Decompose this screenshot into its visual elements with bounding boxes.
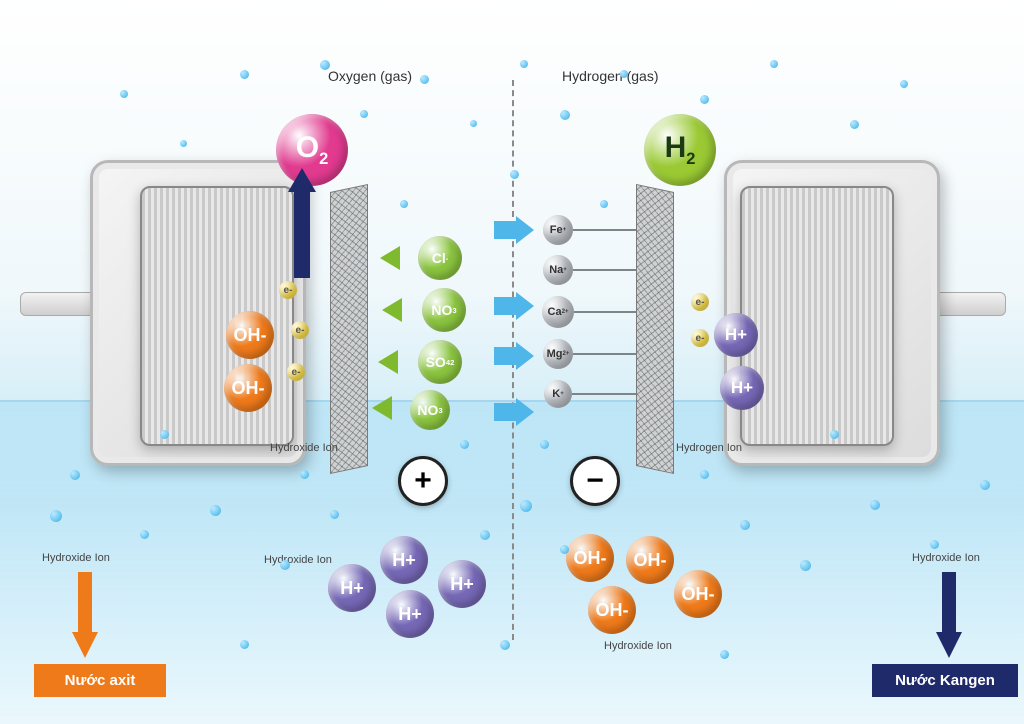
bubble-34 (600, 200, 608, 208)
hydrogen-ion-0: H+ (714, 313, 758, 357)
electron-left-2: e- (287, 363, 305, 381)
hydroxide-ion-1: OH- (224, 364, 272, 412)
label-oxygen-gas: Oxygen (gas) (328, 68, 412, 84)
anion-0: Cl- (418, 236, 462, 280)
cathode-minus: − (570, 456, 620, 506)
h2-ion: H2 (644, 114, 716, 186)
bubble-37 (540, 440, 549, 449)
hydrogen-ion-1: H+ (720, 366, 764, 410)
bubble-20 (480, 530, 490, 540)
bubble-25 (870, 500, 880, 510)
electron-right-1: e- (691, 329, 709, 347)
bottom-ohminus-3: OH- (674, 570, 722, 618)
badge-right: Nước Kangen (872, 664, 1018, 697)
bubble-5 (420, 75, 429, 84)
label-hydroxide-ion-mid-left: Hydroxide Ion (264, 554, 332, 566)
bottom-hplus-3: H+ (438, 560, 486, 608)
bottom-hplus-2: H+ (386, 590, 434, 638)
bubble-1 (180, 140, 187, 147)
label-hydroxide-ion-under-left: Hydroxide Ion (270, 442, 338, 454)
bubble-6 (470, 120, 477, 127)
bubble-3 (320, 60, 330, 70)
bubble-30 (720, 650, 729, 659)
bubble-15 (50, 510, 62, 522)
down-arrow-left (72, 572, 98, 658)
anion-arrow-1 (382, 298, 402, 322)
label-hydroxide-ion-left: Hydroxide Ion (42, 552, 110, 564)
bubble-35 (510, 170, 519, 179)
label-hydroxide-ion-mid-right: Hydroxide Ion (604, 640, 672, 652)
bubble-11 (770, 60, 778, 68)
bubble-24 (800, 560, 811, 571)
label-hydrogen-ion-under-right: Hydrogen Ion (676, 442, 742, 454)
bottom-ohminus-2: OH- (588, 586, 636, 634)
electron-right-0: e- (691, 293, 709, 311)
anion-arrow-3 (372, 396, 392, 420)
anion-2: SO42 (418, 340, 462, 384)
bubble-32 (830, 430, 839, 439)
left-mesh (330, 184, 368, 474)
electron-left-0: e- (279, 281, 297, 299)
bottom-ohminus-0: OH- (566, 534, 614, 582)
cation-connector-1 (573, 269, 636, 271)
up-arrow-left (288, 168, 316, 278)
bottom-hplus-0: H+ (328, 564, 376, 612)
bubble-16 (140, 530, 149, 539)
cation-arrow-1 (494, 294, 534, 318)
bubble-36 (460, 440, 469, 449)
cation-4: K+ (544, 380, 572, 408)
right-electrode-plates (740, 186, 894, 446)
cation-connector-2 (574, 311, 636, 313)
right-mesh (636, 184, 674, 474)
bubble-22 (560, 545, 569, 554)
bubble-12 (850, 120, 859, 129)
down-arrow-right (936, 572, 962, 658)
cation-connector-3 (573, 353, 636, 355)
anion-1: NO3 (422, 288, 466, 332)
bubble-38 (300, 470, 309, 479)
bubble-4 (360, 110, 368, 118)
bottom-ohminus-1: OH- (626, 536, 674, 584)
cation-connector-0 (573, 229, 636, 231)
bubble-29 (500, 640, 510, 650)
bubble-17 (210, 505, 221, 516)
bubble-26 (930, 540, 939, 549)
cation-3: Mg2+ (543, 339, 573, 369)
label-hydroxide-ion-right: Hydroxide Ion (912, 552, 980, 564)
bubble-27 (980, 480, 990, 490)
bubble-28 (240, 640, 249, 649)
bubble-31 (160, 430, 169, 439)
bubble-19 (330, 510, 339, 519)
cation-1: Na+ (543, 255, 573, 285)
cation-arrow-2 (494, 344, 534, 368)
bubble-8 (560, 110, 570, 120)
label-hydrogen-gas: Hydrogen (gas) (562, 68, 659, 84)
left-electrode-plates (140, 186, 294, 446)
cation-arrow-0 (494, 218, 534, 242)
hydroxide-ion-0: OH- (226, 311, 274, 359)
bubble-18 (280, 560, 290, 570)
cation-connector-4 (572, 393, 636, 395)
cation-2: Ca2+ (542, 296, 574, 328)
bubble-23 (740, 520, 750, 530)
bubble-10 (700, 95, 709, 104)
bubble-21 (520, 500, 532, 512)
bubble-7 (520, 60, 528, 68)
anion-3: NO3 (410, 390, 450, 430)
bubble-14 (70, 470, 80, 480)
bubble-13 (900, 80, 908, 88)
cation-0: Fe+ (543, 215, 573, 245)
cation-arrow-3 (494, 400, 534, 424)
bubble-2 (240, 70, 249, 79)
anion-arrow-0 (380, 246, 400, 270)
badge-left: Nước axit (34, 664, 166, 697)
bubble-0 (120, 90, 128, 98)
bubble-39 (700, 470, 709, 479)
bubble-9 (620, 70, 628, 78)
anion-arrow-2 (378, 350, 398, 374)
bubble-33 (400, 200, 408, 208)
electron-left-1: e- (291, 321, 309, 339)
anode-plus: + (398, 456, 448, 506)
bottom-hplus-1: H+ (380, 536, 428, 584)
